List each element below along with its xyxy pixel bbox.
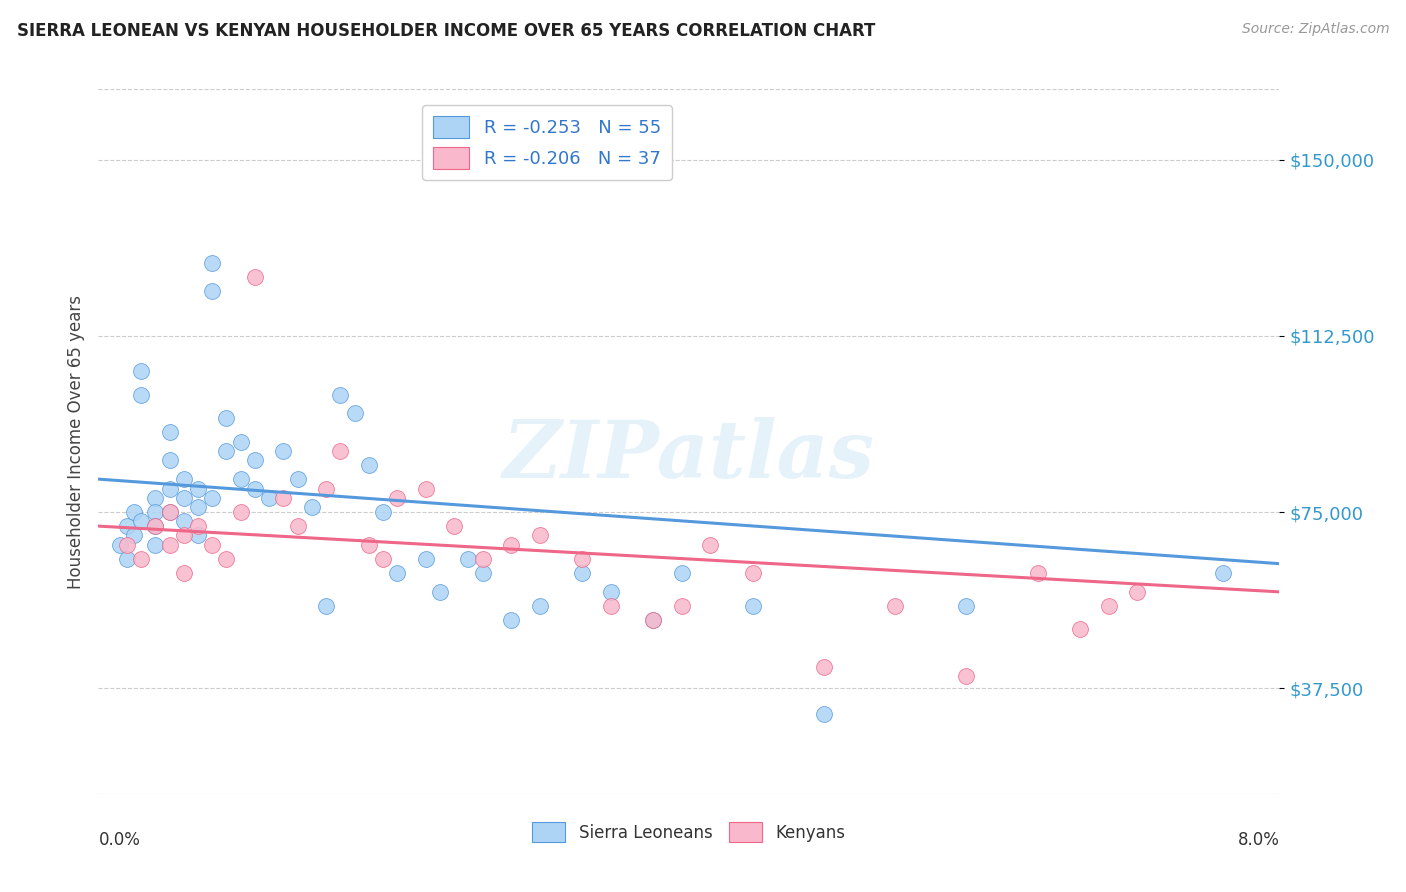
Text: 0.0%: 0.0%	[98, 831, 141, 849]
Point	[315, 482, 337, 496]
Point	[471, 566, 494, 580]
Point	[387, 491, 409, 505]
Point	[243, 270, 266, 285]
Point	[159, 505, 181, 519]
Point	[387, 566, 409, 580]
Point	[108, 538, 131, 552]
Point	[243, 482, 266, 496]
Point	[1126, 585, 1149, 599]
Point	[201, 538, 224, 552]
Point	[187, 500, 209, 515]
Text: SIERRA LEONEAN VS KENYAN HOUSEHOLDER INCOME OVER 65 YEARS CORRELATION CHART: SIERRA LEONEAN VS KENYAN HOUSEHOLDER INC…	[17, 22, 876, 40]
Point	[215, 411, 238, 425]
Point	[159, 505, 181, 519]
Point	[229, 434, 252, 449]
Point	[159, 425, 181, 439]
Point	[1098, 599, 1121, 613]
Point	[187, 482, 209, 496]
Point	[287, 519, 309, 533]
Point	[329, 387, 352, 401]
Point	[229, 472, 252, 486]
Point	[415, 482, 437, 496]
Point	[357, 538, 380, 552]
Legend: Sierra Leoneans, Kenyans: Sierra Leoneans, Kenyans	[526, 815, 852, 849]
Point	[273, 491, 295, 505]
Point	[122, 505, 145, 519]
Point	[173, 566, 195, 580]
Point	[571, 552, 593, 566]
Point	[257, 491, 280, 505]
Point	[371, 552, 394, 566]
Point	[143, 505, 166, 519]
Point	[201, 284, 224, 298]
Point	[955, 669, 977, 683]
Point	[301, 500, 323, 515]
Point	[229, 505, 252, 519]
Point	[884, 599, 907, 613]
Point	[143, 538, 166, 552]
Point	[129, 387, 152, 401]
Point	[115, 552, 138, 566]
Point	[187, 519, 209, 533]
Point	[122, 528, 145, 542]
Point	[529, 599, 551, 613]
Point	[173, 491, 195, 505]
Text: ZIPatlas: ZIPatlas	[503, 417, 875, 494]
Point	[429, 585, 451, 599]
Point	[443, 519, 465, 533]
Point	[343, 406, 366, 420]
Point	[173, 472, 195, 486]
Point	[599, 599, 621, 613]
Point	[143, 519, 166, 533]
Point	[329, 444, 352, 458]
Point	[287, 472, 309, 486]
Point	[159, 453, 181, 467]
Text: Source: ZipAtlas.com: Source: ZipAtlas.com	[1241, 22, 1389, 37]
Point	[471, 552, 494, 566]
Point	[499, 613, 522, 627]
Point	[813, 660, 835, 674]
Point	[1069, 623, 1091, 637]
Point	[273, 444, 295, 458]
Point	[1212, 566, 1234, 580]
Point	[415, 552, 437, 566]
Point	[742, 599, 765, 613]
Point	[371, 505, 394, 519]
Point	[529, 528, 551, 542]
Point	[159, 538, 181, 552]
Point	[499, 538, 522, 552]
Point	[671, 599, 693, 613]
Point	[129, 552, 152, 566]
Point	[457, 552, 479, 566]
Point	[173, 515, 195, 529]
Point	[215, 444, 238, 458]
Point	[813, 706, 835, 721]
Point	[159, 482, 181, 496]
Y-axis label: Householder Income Over 65 years: Householder Income Over 65 years	[66, 294, 84, 589]
Point	[1026, 566, 1049, 580]
Point	[143, 519, 166, 533]
Point	[173, 528, 195, 542]
Text: 8.0%: 8.0%	[1237, 831, 1279, 849]
Point	[671, 566, 693, 580]
Point	[187, 528, 209, 542]
Point	[357, 458, 380, 472]
Point	[215, 552, 238, 566]
Point	[201, 256, 224, 270]
Point	[115, 538, 138, 552]
Point	[243, 453, 266, 467]
Point	[143, 491, 166, 505]
Point	[129, 515, 152, 529]
Point	[115, 519, 138, 533]
Point	[699, 538, 721, 552]
Point	[599, 585, 621, 599]
Point	[643, 613, 665, 627]
Point	[201, 491, 224, 505]
Point	[955, 599, 977, 613]
Point	[129, 364, 152, 378]
Point	[643, 613, 665, 627]
Point	[742, 566, 765, 580]
Point	[571, 566, 593, 580]
Point	[315, 599, 337, 613]
